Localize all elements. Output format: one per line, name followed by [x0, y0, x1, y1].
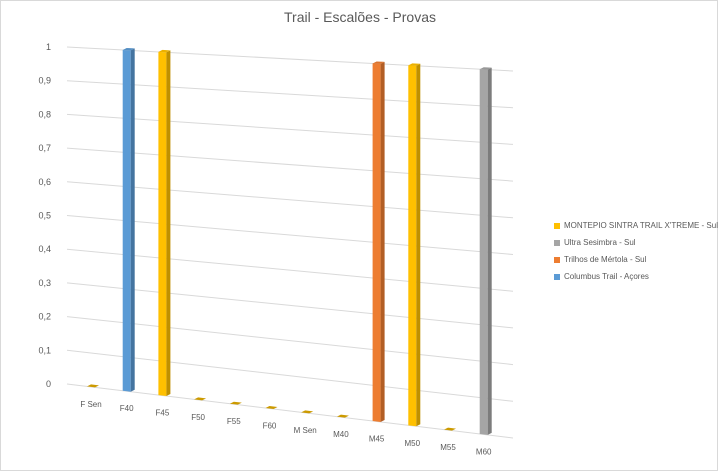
y-tick-label: 0,7 — [38, 143, 51, 153]
bars — [87, 47, 492, 435]
y-tick-label: 1 — [46, 42, 51, 52]
legend-label: Trilhos de Mértola - Sul — [564, 255, 647, 264]
gridline — [66, 113, 514, 145]
y-tick-label: 0,8 — [38, 109, 51, 119]
gridline — [66, 46, 514, 72]
legend-item: Columbus Trail - Açores — [554, 268, 718, 285]
x-tick-label: M60 — [476, 448, 492, 457]
x-tick-label: M45 — [369, 435, 385, 444]
legend-swatch — [554, 273, 560, 280]
y-tick-label: 0,5 — [38, 211, 51, 221]
bar-zero — [336, 414, 349, 418]
x-tick-label: M50 — [405, 439, 421, 448]
bar — [158, 49, 171, 397]
gridline — [66, 147, 514, 182]
gridline — [66, 248, 514, 292]
gridline — [66, 282, 514, 329]
y-tick-label: 0,3 — [38, 278, 51, 288]
chart-title: Trail - Escalões - Provas — [284, 9, 436, 25]
bar-zero — [444, 427, 456, 431]
gridline — [66, 181, 514, 219]
x-tick-label: F Sen — [80, 400, 101, 409]
x-tick-label: F45 — [156, 409, 170, 418]
x-tick-label: M Sen — [294, 426, 317, 435]
y-tick-label: 0,4 — [38, 244, 51, 254]
gridline — [66, 316, 514, 366]
legend-item: Trilhos de Mértola - Sul — [554, 251, 718, 268]
y-axis-ticks: 0 0,1 0,2 0,3 0,4 0,5 0,6 0,7 0,8 0,9 1 — [38, 42, 51, 389]
y-tick-label: 0,6 — [38, 177, 51, 187]
legend-swatch — [554, 256, 560, 263]
x-tick-label: F50 — [191, 413, 205, 422]
y-tick-label: 0,1 — [38, 345, 51, 355]
y-tick-label: 0 — [46, 379, 51, 389]
x-tick-label: M40 — [333, 430, 349, 439]
legend-label: MONTEPIO SINTRA TRAIL X'TREME - Sul — [564, 221, 718, 230]
x-axis-ticks: F Sen F40 F45 F50 F55 F60 M Sen M40 M45 M50 M55 M60 — [80, 400, 492, 457]
y-tick-label: 0,9 — [38, 76, 51, 86]
legend-swatch — [554, 239, 560, 246]
legend-item: MONTEPIO SINTRA TRAIL X'TREME - Sul — [554, 217, 718, 234]
legend-item: Ultra Sesimbra - Sul — [554, 234, 718, 251]
gridlines — [66, 46, 514, 439]
legend-label: Columbus Trail - Açores — [564, 272, 649, 281]
x-tick-label: M55 — [440, 443, 456, 452]
bar-zero — [194, 397, 207, 401]
bar — [408, 63, 421, 427]
y-tick-label: 0,2 — [38, 312, 51, 322]
legend-label: Ultra Sesimbra - Sul — [564, 238, 636, 247]
gridline — [66, 383, 514, 439]
gridline — [66, 80, 514, 109]
bar-zero — [87, 384, 99, 388]
legend-swatch — [554, 222, 560, 229]
bar-zero — [301, 410, 314, 414]
bar — [122, 47, 135, 392]
x-tick-label: F60 — [263, 422, 277, 431]
legend: MONTEPIO SINTRA TRAIL X'TREME - Sul Ultra… — [554, 217, 718, 285]
x-tick-label: F55 — [227, 417, 241, 426]
bar — [479, 67, 492, 435]
bar-zero — [265, 406, 278, 410]
gridline — [66, 349, 514, 402]
x-tick-label: F40 — [120, 404, 134, 413]
bar-zero — [229, 401, 242, 405]
gridline — [66, 215, 514, 255]
bar — [372, 61, 385, 422]
